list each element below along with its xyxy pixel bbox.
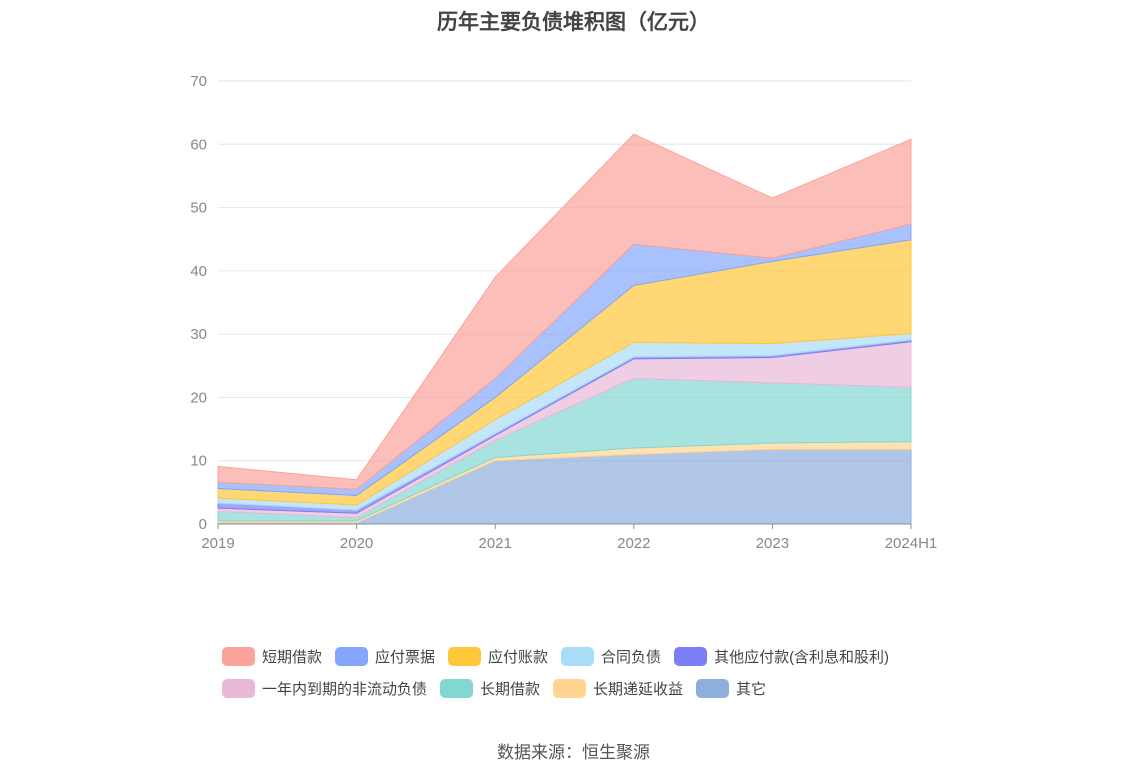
legend-item[interactable]: 其它 bbox=[696, 678, 766, 699]
chart-title: 历年主要负债堆积图（亿元） bbox=[437, 11, 710, 34]
legend-item[interactable]: 一年内到期的非流动负债 bbox=[222, 678, 427, 699]
legend-swatch bbox=[440, 678, 474, 698]
legend-label: 合同负债 bbox=[601, 648, 662, 666]
legend-swatch bbox=[222, 646, 255, 666]
legend-item[interactable]: 短期借款 bbox=[222, 646, 322, 667]
legend-label: 应付账款 bbox=[488, 648, 549, 666]
legend-swatch bbox=[561, 646, 595, 666]
y-tick-label: 60 bbox=[190, 136, 207, 153]
series-areas bbox=[217, 133, 912, 525]
legend-swatch bbox=[222, 678, 255, 698]
data-source: 数据来源：恒生聚源 bbox=[497, 743, 650, 762]
legend-item[interactable]: 长期递延收益 bbox=[553, 678, 683, 699]
x-tick-label: 2019 bbox=[201, 535, 234, 552]
legend: 短期借款 应付票据 应付账款 合同负债 其他应付款(含利息和股利) 一年内到期的非流动负债… bbox=[222, 640, 982, 704]
legend-label: 短期借款 bbox=[262, 648, 323, 666]
x-tick-label: 2020 bbox=[340, 535, 373, 552]
stacked-area-chart: 0 10 20 30 40 50 60 70 2019 2020 2021 2022 2023 2024H… bbox=[190, 73, 937, 552]
y-tick-label: 30 bbox=[190, 326, 207, 343]
y-tick-label: 0 bbox=[199, 516, 207, 533]
area-series-8 bbox=[217, 133, 912, 490]
legend-item[interactable]: 其他应付款(含利息和股利) bbox=[674, 646, 889, 667]
legend-row: 一年内到期的非流动负债 长期借款 长期递延收益 其它 bbox=[222, 672, 982, 704]
legend-item[interactable]: 长期借款 bbox=[440, 678, 540, 699]
legend-swatch bbox=[696, 678, 730, 698]
legend-item[interactable]: 应付账款 bbox=[448, 646, 548, 667]
y-tick-label: 20 bbox=[190, 389, 207, 406]
y-tick-label: 50 bbox=[190, 200, 207, 217]
legend-swatch bbox=[448, 646, 482, 666]
legend-label: 应付票据 bbox=[375, 648, 436, 666]
legend-row: 短期借款 应付票据 应付账款 合同负债 其他应付款(含利息和股利) bbox=[222, 640, 982, 672]
x-tick-label: 2021 bbox=[479, 535, 512, 552]
legend-label: 其他应付款(含利息和股利) bbox=[714, 648, 890, 666]
legend-swatch bbox=[553, 678, 587, 698]
legend-item[interactable]: 合同负债 bbox=[561, 646, 661, 667]
legend-label: 长期递延收益 bbox=[593, 680, 684, 698]
legend-item[interactable]: 应付票据 bbox=[335, 646, 435, 667]
legend-swatch bbox=[674, 646, 708, 666]
y-tick-label: 70 bbox=[190, 73, 207, 90]
y-tick-label: 10 bbox=[190, 453, 207, 470]
x-tick-label: 2024H1 bbox=[885, 535, 938, 552]
x-tick-label: 2022 bbox=[617, 535, 650, 552]
legend-swatch bbox=[335, 646, 369, 666]
legend-label: 长期借款 bbox=[480, 680, 541, 698]
x-tick-label: 2023 bbox=[756, 535, 789, 552]
axes: 0 10 20 30 40 50 60 70 2019 2020 2021 2022 2023 2024H… bbox=[190, 73, 937, 552]
legend-label: 一年内到期的非流动负债 bbox=[262, 680, 428, 698]
legend-label: 其它 bbox=[736, 680, 767, 698]
y-tick-label: 40 bbox=[190, 263, 207, 280]
